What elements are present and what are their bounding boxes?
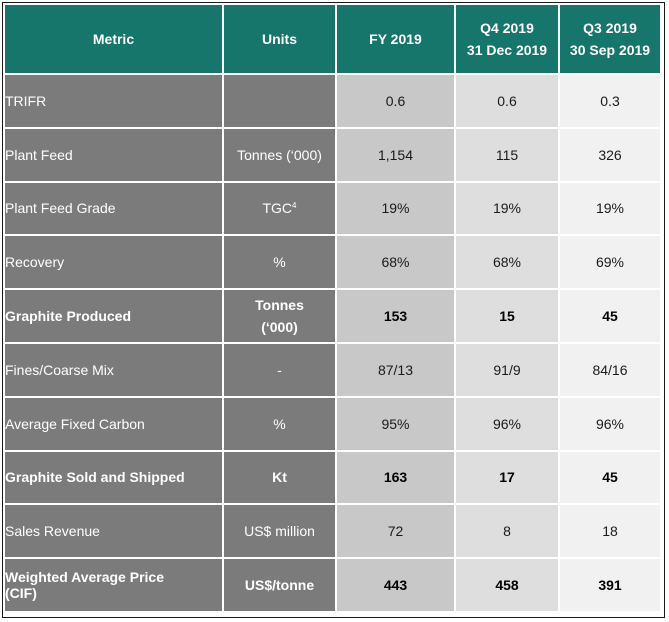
q3-value-cell: 96% [558,395,662,452]
units-line2: (‘000) [261,319,298,336]
q4-value-cell: 91/9 [454,341,560,398]
q3-value-cell: 326 [558,126,662,183]
q4-value-cell: 96% [454,395,560,452]
fy-value-cell: 1,154 [335,126,456,183]
q4-value-cell: 15 [454,288,560,344]
metric-cell: TRIFR [3,73,224,129]
header-q4-line1: Q4 2019 [480,20,534,36]
q3-value-cell: 69% [558,234,662,291]
header-metric: Metric [3,3,224,75]
operations-metrics-table: Metric Units FY 2019 Q4 2019 31 Dec 2019… [3,3,662,613]
fy-value-cell: 163 [335,449,456,506]
metric-cell: Graphite Sold and Shipped [3,449,224,506]
table-row: Weighted Average Price (CIF) US$/tonne 4… [3,557,662,613]
metric-cell: Recovery [3,234,224,291]
table-row: Sales Revenue US$ million 72 8 18 [3,503,662,560]
q4-value-cell: 0.6 [454,73,560,129]
metric-cell: Weighted Average Price (CIF) [3,557,224,613]
fy-value-cell: 153 [335,288,456,344]
table-row: Graphite Produced Tonnes (‘000) 153 15 4… [3,288,662,344]
q4-value-cell: 8 [454,503,560,560]
units-cell: TGC4 [222,180,337,237]
table-row: Fines/Coarse Mix - 87/13 91/9 84/16 [3,341,662,398]
q4-value-cell: 68% [454,234,560,291]
metric-cell: Fines/Coarse Mix [3,341,224,398]
q4-value-cell: 458 [454,557,560,613]
fy-value-cell: 87/13 [335,341,456,398]
fy-value-cell: 443 [335,557,456,613]
header-q3-line1: Q3 2019 [583,20,637,36]
units-cell: - [222,341,337,398]
fy-value-cell: 95% [335,395,456,452]
q4-value-cell: 115 [454,126,560,183]
table-row: TRIFR 0.6 0.6 0.3 [3,73,662,129]
q3-value-cell: 391 [558,557,662,613]
units-cell: Tonnes (‘000) [222,126,337,183]
header-q3-line2: 30 Sep 2019 [569,42,651,58]
fy-value-cell: 19% [335,180,456,237]
metric-cell: Average Fixed Carbon [3,395,224,452]
units-cell [222,73,337,129]
table-row: Graphite Sold and Shipped Kt 163 17 45 [3,449,662,506]
metric-line1: Weighted Average Price [5,569,164,586]
units-cell: US$/tonne [222,557,337,613]
units-cell: % [222,234,337,291]
fy-value-cell: 72 [335,503,456,560]
table-row: Average Fixed Carbon % 95% 96% 96% [3,395,662,452]
footnote-marker: 4 [292,201,297,211]
units-cell: US$ million [222,503,337,560]
q3-value-cell: 84/16 [558,341,662,398]
q4-value-cell: 19% [454,180,560,237]
header-q4-line2: 31 Dec 2019 [466,42,548,58]
header-q4-2019: Q4 2019 31 Dec 2019 [454,3,560,75]
units-cell: % [222,395,337,452]
units-text: TGC [262,200,293,217]
header-row: Metric Units FY 2019 Q4 2019 31 Dec 2019… [3,3,662,75]
units-cell: Kt [222,449,337,506]
q3-value-cell: 45 [558,288,662,344]
q3-value-cell: 0.3 [558,73,662,129]
header-q3-2019: Q3 2019 30 Sep 2019 [558,3,662,75]
q3-value-cell: 18 [558,503,662,560]
header-units: Units [222,3,337,75]
fy-value-cell: 68% [335,234,456,291]
metric-cell: Plant Feed [3,126,224,183]
q4-value-cell: 17 [454,449,560,506]
metric-cell: Plant Feed Grade [3,180,224,237]
units-line1: Tonnes [255,297,304,314]
table-row: Recovery % 68% 68% 69% [3,234,662,291]
table-row: Plant Feed Grade TGC4 19% 19% 19% [3,180,662,237]
metric-cell: Graphite Produced [3,288,224,344]
units-cell: Tonnes (‘000) [222,288,337,344]
fy-value-cell: 0.6 [335,73,456,129]
table-row: Plant Feed Tonnes (‘000) 1,154 115 326 [3,126,662,183]
q3-value-cell: 45 [558,449,662,506]
q3-value-cell: 19% [558,180,662,237]
metric-cell: Sales Revenue [3,503,224,560]
metric-line2: (CIF) [5,585,37,602]
header-fy-2019: FY 2019 [335,3,456,75]
